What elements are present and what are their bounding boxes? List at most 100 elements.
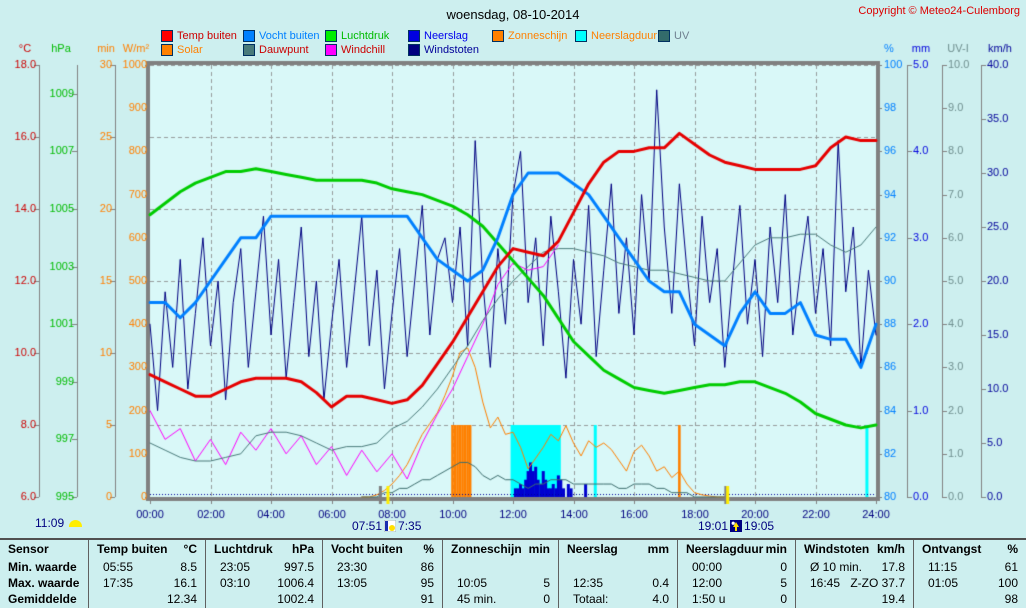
table-cell: 45 min. (457, 592, 497, 606)
table-cell: 10:05 (457, 576, 488, 590)
table-cell (323, 591, 337, 607)
table-row: 00:00 0 (678, 559, 795, 575)
table-cell: 17.8 (881, 560, 905, 574)
table-cell: 61 (1004, 560, 1018, 574)
table-cell: km/h (876, 542, 905, 556)
table-row: 05:55 8.5 (89, 559, 205, 575)
legend-label: Neerslagduur (591, 30, 658, 42)
table-cell: °C (183, 542, 197, 556)
copyright-notice: Copyright © Meteo24-Culemborg (858, 5, 1020, 17)
table-header-row: Zonneschijn min (443, 540, 558, 559)
legend-label: Temp buiten (177, 30, 237, 42)
legend-item-temp-buiten: Temp buiten (161, 30, 237, 42)
sunrise-marker: 07:51 7:35 (352, 519, 421, 533)
table-column-windstoten: Windstoten km/h Ø 10 min. 17.8 16:45 Z-ZO 37.… (795, 540, 913, 608)
table-cell: 98 (1004, 592, 1018, 606)
table-header-row: Luchtdruk hPa (206, 540, 322, 559)
table-cell: 1002.4 (277, 592, 314, 606)
legend-label: Windchill (341, 44, 386, 56)
table-cell: 95 (420, 576, 434, 590)
table-cell (669, 559, 677, 575)
table-row: 01:05 100 (914, 575, 1026, 591)
legend-label: Luchtdruk (341, 30, 390, 42)
table-cell: min (528, 542, 550, 556)
legend-swatch (325, 44, 337, 56)
table-cell: Neerslag (567, 542, 618, 556)
table-row: 45 min. 0 (443, 591, 558, 607)
table-cell: 4.0 (652, 592, 669, 606)
table-row-label: Max. waarde (8, 576, 80, 590)
legend-swatch (408, 44, 420, 56)
table-cell: Z-ZO 37.7 (850, 576, 905, 590)
legend-item-uv: UV (658, 30, 689, 42)
table-cell: Neerslagduur (686, 542, 764, 556)
table-cell: Temp buiten (97, 542, 168, 556)
legend-item-vocht-buiten: Vocht buiten (243, 30, 320, 42)
legend-swatch (243, 30, 255, 42)
summary-table: Sensor Min. waarde Max. waarde Gemiddelde Te… (0, 538, 1026, 608)
table-cell: 13:05 (337, 576, 368, 590)
table-row-label: Sensor (8, 542, 49, 556)
table-column-ontvangst: Ontvangst% 11:15 61 01:05 100 98 (913, 540, 1026, 608)
legend-label: UV (674, 30, 690, 42)
table-cell: 05:55 (103, 560, 134, 574)
table-cell: 00:00 (692, 560, 723, 574)
table-cell (559, 559, 573, 575)
table-cell (550, 559, 558, 575)
table-cell: min (765, 542, 787, 556)
legend-label: Dauwpunt (259, 44, 309, 56)
legend-item-solar: Solar (161, 44, 203, 56)
table-cell: hPa (291, 542, 314, 556)
table-cell: 91 (420, 592, 434, 606)
table-cell: 23:05 (220, 560, 251, 574)
table-cell: 12:35 (573, 576, 604, 590)
sunset-icon (730, 520, 743, 532)
table-row: 12.34 (89, 591, 205, 607)
table-cell: Ø 10 min. (810, 560, 863, 574)
table-row: 1:50 u 0 (678, 591, 795, 607)
legend-label: Vocht buiten (259, 30, 320, 42)
table-cell: 16.1 (173, 576, 197, 590)
table-cell: 17:35 (103, 576, 134, 590)
table-cell: 8.5 (180, 560, 197, 574)
moonset-time: 19:05 (744, 519, 775, 533)
table-cell: % (423, 542, 434, 556)
legend-item-neerslag: Neerslag (408, 30, 468, 42)
table-row: 11:15 61 (914, 559, 1026, 575)
table-row (443, 559, 558, 575)
legend-item-neerslagduur: Neerslagduur (575, 30, 657, 42)
table-header-row: Ontvangst% (914, 540, 1026, 559)
table-cell (443, 559, 457, 575)
table-cell: 1006.4 (277, 576, 314, 590)
table-row: 19.4 (796, 591, 913, 607)
table-column-luchtdruk: Luchtdruk hPa 23:05 997.5 03:10 1006.4 1002.4 (205, 540, 322, 608)
table-row: 17:35 16.1 (89, 575, 205, 591)
table-header-row: Temp buiten °C (89, 540, 205, 559)
legend-swatch (243, 44, 255, 56)
table-header-row: Windstoten km/h (796, 540, 913, 559)
legend-label: Solar (177, 44, 203, 56)
table-cell: 23:30 (337, 560, 368, 574)
page-title: woensdag, 08-10-2014 (446, 7, 580, 22)
table-cell: 5 (780, 576, 787, 590)
table-cell: Zonneschijn (451, 542, 522, 556)
sunrise-time: 07:51 (352, 519, 383, 533)
legend-swatch (658, 30, 670, 42)
moonrise-time: 7:35 (398, 519, 422, 533)
table-row: 23:30 86 (323, 559, 442, 575)
table-cell: 01:05 (928, 576, 959, 590)
daylight-duration: 11:09 (35, 516, 83, 530)
table-row: 16:45 Z-ZO 37.7 (796, 575, 913, 591)
table-header-row: Neerslagduur min (678, 540, 795, 559)
legend-swatch (575, 30, 587, 42)
legend-label: Neerslag (424, 30, 469, 42)
legend-label: Windstoten (424, 44, 480, 56)
legend-item-dauwpunt: Dauwpunt (243, 44, 309, 56)
table-row-label: Gemiddelde (8, 592, 77, 606)
table-cell: 86 (420, 560, 434, 574)
table-column-zonneschijn: Zonneschijn min 10:05 5 45 min. 0 (442, 540, 558, 608)
table-cell: 0 (780, 592, 787, 606)
table-cell: 100 (997, 576, 1018, 590)
legend-swatch (408, 30, 420, 42)
